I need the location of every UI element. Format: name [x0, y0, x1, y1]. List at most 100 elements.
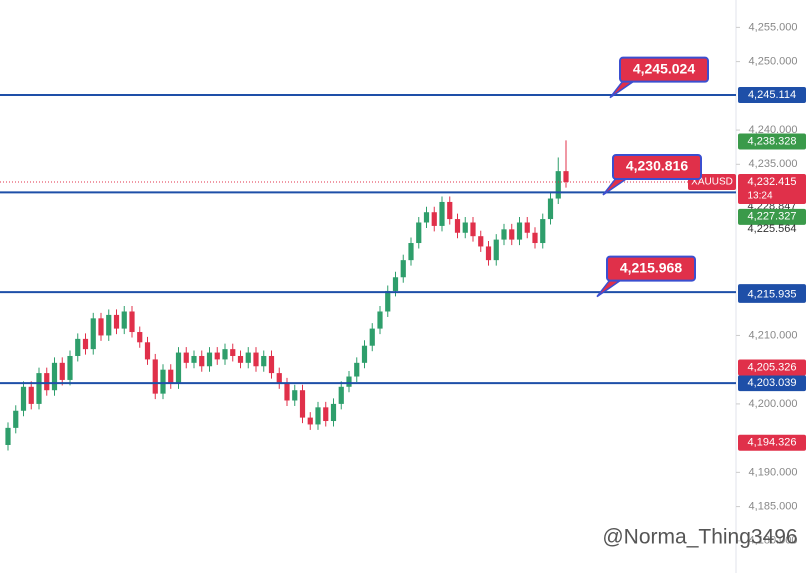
candle-body: [5, 427, 11, 445]
candle-body: [36, 373, 42, 404]
candle-body: [168, 369, 174, 384]
level-badge-label: 4,203.039: [748, 377, 797, 389]
candle-body: [462, 222, 468, 233]
axis-badge-label: 4,194.326: [748, 437, 797, 449]
axis-badge-label: 4,238.328: [748, 135, 797, 147]
candle-body: [75, 338, 81, 356]
candle-body: [447, 201, 453, 220]
candle-body: [98, 318, 104, 336]
candle-body: [454, 219, 461, 233]
y-tick-label: 4,250.000: [749, 56, 798, 68]
candle-body: [144, 342, 151, 360]
countdown-label: 13:24: [747, 191, 772, 202]
candle-body: [191, 355, 197, 363]
candle-body: [540, 219, 546, 244]
candle-body: [423, 212, 430, 223]
y-tick-label: 4,255.000: [749, 21, 798, 33]
candle-body: [478, 236, 484, 247]
axis-badge-label: 4,225.564: [748, 223, 797, 235]
price-badge: [738, 173, 806, 204]
candle-body: [129, 311, 135, 333]
candle-body: [307, 417, 313, 425]
candle-body: [28, 386, 34, 404]
candle-body: [392, 277, 399, 291]
callout-label: 4,230.816: [626, 158, 688, 174]
candle-body: [509, 229, 515, 240]
callout-box: [612, 153, 702, 180]
candle-body: [137, 332, 143, 343]
candle-body: [222, 349, 228, 360]
axis-badge: [738, 359, 806, 376]
candle-body: [245, 352, 251, 363]
candle-body: [121, 311, 127, 329]
candle-body: [323, 407, 329, 422]
candle-body: [485, 246, 492, 261]
candle-body: [253, 352, 259, 367]
axis-badge: [738, 434, 806, 451]
callout-box: [619, 56, 709, 83]
candle-body: [501, 229, 507, 240]
y-tick-label: 4,240.000: [749, 124, 798, 136]
candle-body: [106, 314, 112, 336]
axis-badge: [738, 208, 806, 225]
callout-label: 4,245.024: [633, 60, 695, 76]
candle-body: [563, 171, 569, 183]
watermark: @Norma_Thing3496: [602, 526, 797, 549]
candle-body: [431, 212, 437, 226]
candle-body: [51, 362, 58, 391]
candle-body: [369, 328, 375, 346]
candle-body: [268, 355, 275, 374]
candle-body: [276, 373, 282, 384]
candle-body: [230, 349, 236, 356]
y-tick-label: 4,235.000: [749, 158, 798, 170]
callout-box: [606, 255, 696, 282]
candle-body: [160, 369, 166, 394]
level-badge-label: 4,245.114: [748, 89, 796, 101]
candle-body: [183, 352, 189, 363]
candle-body: [361, 345, 368, 363]
candle-body: [555, 171, 561, 199]
candle-body: [408, 243, 414, 261]
candle-body: [470, 222, 476, 237]
candle-body: [113, 314, 120, 329]
candle-body: [284, 383, 290, 401]
axis-badge: [738, 286, 806, 303]
level-badge: [738, 87, 806, 104]
axis-badge-label: 4,215.935: [748, 289, 797, 301]
candle-body: [90, 318, 96, 350]
candle-body: [439, 201, 445, 226]
candle-body: [315, 407, 321, 425]
candle-body: [292, 390, 298, 401]
axis-badge-label: 4,205.326: [748, 361, 797, 373]
y-tick-label: 4,210.000: [749, 329, 798, 341]
candle-body: [299, 390, 306, 418]
candle-body: [385, 290, 391, 312]
candle-body: [20, 386, 27, 411]
callout-label: 4,215.968: [620, 259, 682, 275]
candle-body: [400, 260, 406, 278]
candle-body: [82, 338, 89, 350]
candle-body: [44, 373, 50, 391]
candle-body: [354, 362, 360, 377]
candle-body: [206, 352, 213, 367]
candle-body: [199, 355, 205, 367]
level-badge: [738, 375, 806, 392]
candle-body: [152, 359, 158, 394]
candle-body: [59, 362, 65, 380]
candle-body: [493, 239, 499, 261]
candle-body: [175, 352, 182, 384]
axis-badge-label: 4,227.327: [748, 211, 797, 223]
y-tick-label: 4,200.000: [749, 398, 798, 410]
y-tick-label: 4,180.000: [749, 535, 798, 547]
candle-body: [416, 222, 422, 244]
price-badge-label: 4,232.415: [748, 176, 797, 188]
candle-body: [67, 355, 73, 380]
y-tick-label: 4,185.000: [749, 501, 798, 513]
candle-body: [524, 222, 530, 233]
candle-body: [516, 222, 523, 240]
candle-body: [346, 376, 352, 387]
candle-body: [261, 355, 267, 367]
candle-body: [547, 198, 554, 220]
symbol-label: XAUUSD: [691, 177, 733, 188]
